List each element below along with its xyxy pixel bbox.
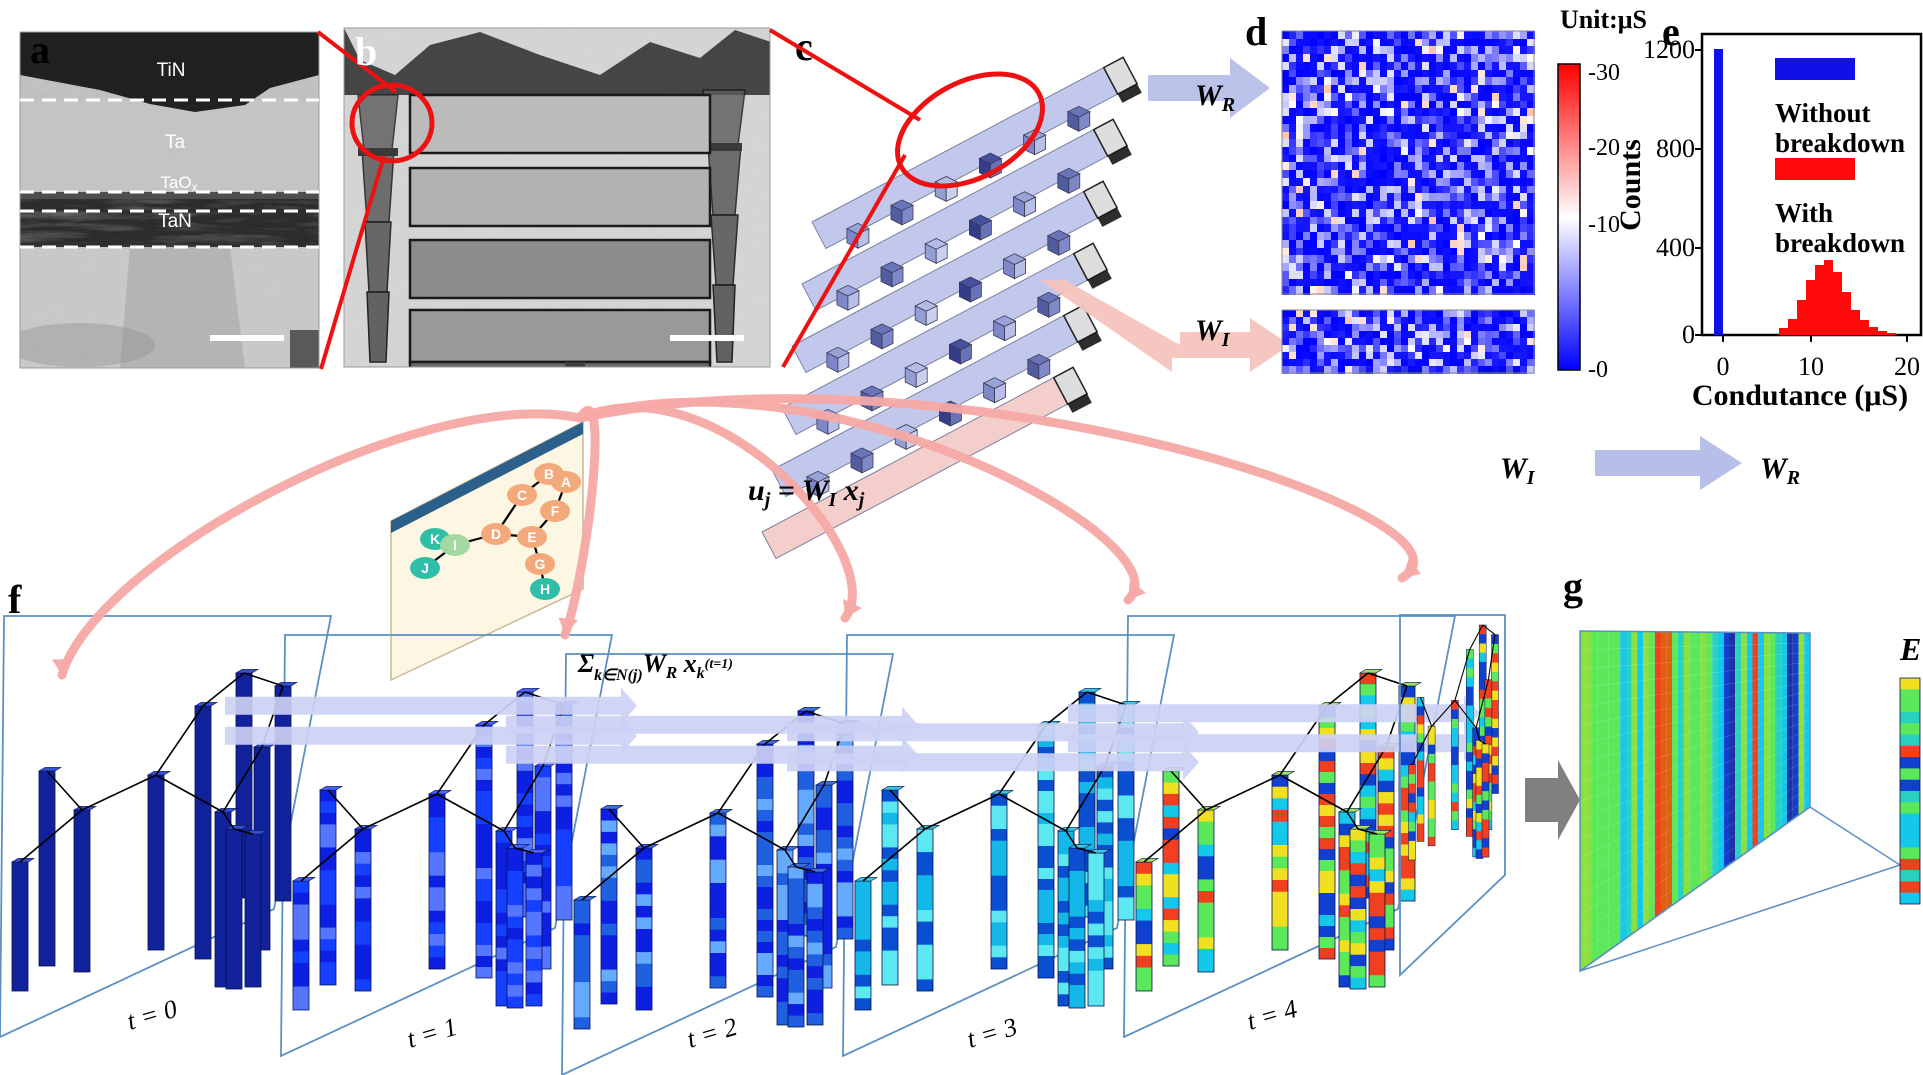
svg-text:uj = WI xj: uj = WI xj [748,474,865,511]
svg-text:J: J [421,560,429,576]
svg-text:a: a [30,27,50,72]
svg-text:10: 10 [1798,352,1824,381]
svg-text:1200: 1200 [1643,35,1695,64]
svg-text:g: g [1563,564,1583,609]
svg-text:t = 1: t = 1 [404,1012,461,1054]
svg-text:E: E [1899,631,1921,667]
svg-text:Counts: Counts [1614,139,1647,231]
svg-text:Ta: Ta [165,132,186,153]
svg-text:-30: -30 [1588,60,1620,86]
svg-text:800: 800 [1656,134,1695,163]
svg-text:t = 0: t = 0 [124,994,181,1036]
svg-text:Without: Without [1775,98,1871,128]
svg-text:With: With [1775,198,1833,228]
svg-text:-0: -0 [1588,357,1608,383]
svg-text:Unit:μS: Unit:μS [1560,5,1647,34]
svg-text:t = 4: t = 4 [1244,994,1301,1036]
svg-text:breakdown: breakdown [1775,228,1905,258]
svg-text:H: H [540,581,550,597]
svg-text:20: 20 [1894,352,1920,381]
svg-text:WI: WI [1500,452,1536,489]
svg-text:F: F [551,503,560,519]
svg-text:G: G [535,556,546,572]
svg-text:0: 0 [1717,352,1730,381]
svg-text:b: b [355,29,377,74]
svg-text:WR: WR [1760,452,1800,489]
svg-text:D: D [491,526,501,542]
svg-text:TaN: TaN [158,211,192,232]
svg-text:400: 400 [1656,233,1695,262]
svg-text:Condutance (μS): Condutance (μS) [1692,379,1908,412]
svg-text:K: K [430,531,440,547]
svg-text:I: I [453,537,457,553]
svg-text:0: 0 [1682,320,1695,349]
svg-text:A: A [561,474,571,490]
svg-text:E: E [527,529,536,545]
svg-text:t = 2: t = 2 [684,1012,741,1054]
svg-text:TiN: TiN [157,60,186,81]
svg-text:breakdown: breakdown [1775,128,1905,158]
svg-text:WI: WI [1195,314,1231,351]
svg-text:t = 3: t = 3 [964,1012,1021,1054]
svg-text:C: C [517,487,527,503]
svg-text:d: d [1245,9,1267,54]
